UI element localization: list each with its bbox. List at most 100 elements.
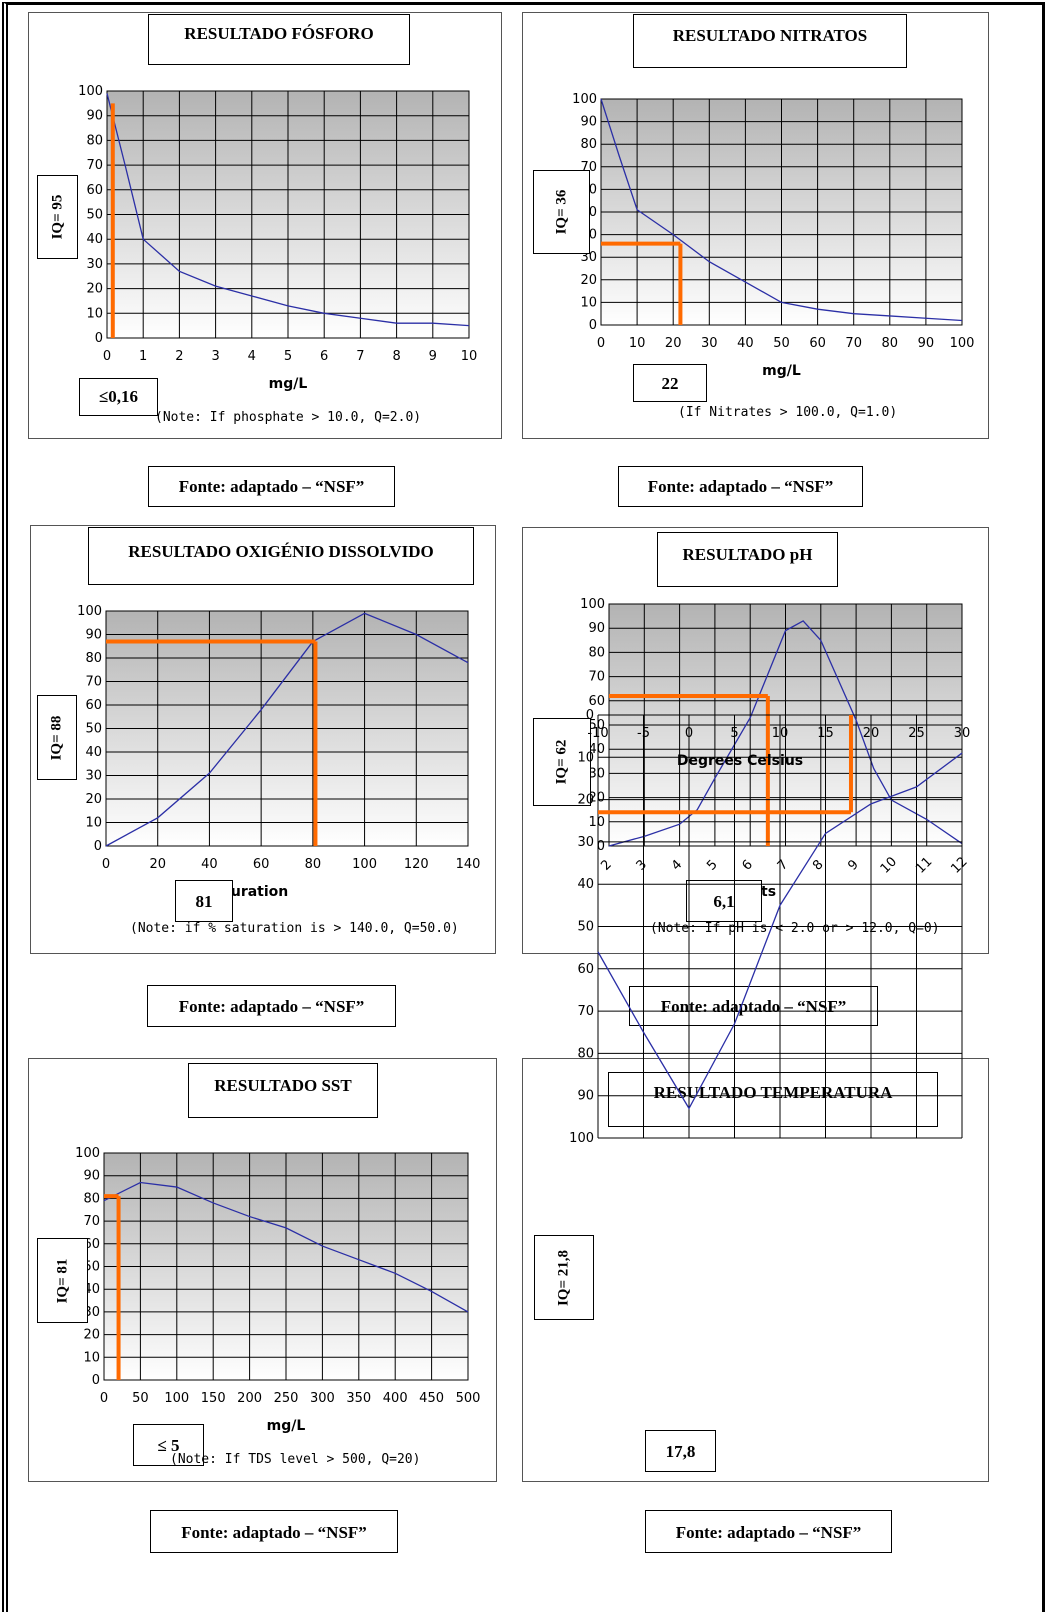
source-label-3: Fonte: adaptado – “NSF” — [147, 985, 396, 1027]
y-tick-label: 70 — [83, 1214, 100, 1229]
y-tick-label: 60 — [85, 698, 102, 713]
x-tick-label: 150 — [201, 1391, 226, 1406]
chart-title-ph: RESULTADO pH — [657, 532, 838, 587]
x-tick-label: 500 — [456, 1391, 481, 1406]
y-tick-label: 70 — [85, 675, 102, 690]
chart-note-ph: (Note: If pH is < 2.0 or > 12.0, Q=0) — [650, 921, 940, 936]
y-tick-label: 10 — [580, 295, 597, 310]
x-tick-label: 2 — [175, 349, 183, 364]
y-tick-label: 100 — [569, 1131, 594, 1146]
chart-note-fosforo: (Note: If phosphate > 10.0, Q=2.0) — [155, 410, 422, 425]
x-tick-label: 3 — [211, 349, 219, 364]
x-tick-label: 5 — [284, 349, 292, 364]
series-line — [105, 612, 469, 847]
x-tick-label: 7 — [356, 349, 364, 364]
y-tick-label: 0 — [586, 708, 594, 723]
y-tick-label: 20 — [577, 793, 594, 808]
x-tick-label: 6 — [320, 349, 328, 364]
x-tick-label: 0 — [685, 726, 693, 741]
iq-text-temperatura: IQ= 21,8 — [555, 1249, 572, 1306]
y-tick-label: 10 — [83, 1350, 100, 1365]
x-tick-label: 450 — [419, 1391, 444, 1406]
y-tick-label: 70 — [86, 158, 103, 173]
source-label-2: Fonte: adaptado – “NSF” — [618, 466, 863, 507]
x-tick-label: -10 — [587, 726, 608, 741]
chart-title-fosforo: RESULTADO FÓSFORO — [148, 14, 410, 65]
x-tick-label: 40 — [201, 857, 218, 872]
x-tick-label: 50 — [132, 1391, 149, 1406]
x-tick-label: 25 — [908, 726, 925, 741]
x-tick-label: 20 — [665, 336, 682, 351]
source-label-6: Fonte: adaptado – “NSF” — [645, 1510, 892, 1553]
y-tick-label: 40 — [588, 742, 605, 757]
x-tick-label: 9 — [429, 349, 437, 364]
y-tick-label: 0 — [94, 839, 102, 854]
y-tick-label: 40 — [85, 745, 102, 760]
y-tick-label: 40 — [577, 877, 594, 892]
x-tick-label: 50 — [773, 336, 790, 351]
x-tick-label: 0 — [597, 336, 605, 351]
x-tick-label: 300 — [310, 1391, 335, 1406]
x-tick-label: 5 — [730, 726, 738, 741]
iq-label-sst: IQ= 81 — [37, 1238, 88, 1323]
y-tick-label: 60 — [577, 962, 594, 977]
x-tick-label: 15 — [817, 726, 834, 741]
chart-panel-temperatura — [522, 1058, 989, 1482]
y-tick-label: 100 — [75, 1146, 100, 1161]
y-tick-label: 60 — [86, 183, 103, 198]
y-tick-label: 50 — [85, 722, 102, 737]
x-tick-label: 80 — [305, 857, 322, 872]
x-tick-label: 10 — [629, 336, 646, 351]
chart-title-temperatura: RESULTADO TEMPERATURA — [608, 1072, 938, 1127]
series-line — [103, 1181, 469, 1313]
y-tick-label: 90 — [83, 1169, 100, 1184]
x-tick-label: 200 — [237, 1391, 262, 1406]
source-label-1: Fonte: adaptado – “NSF” — [148, 466, 395, 507]
iq-label-fosforo: IQ= 95 — [37, 175, 78, 259]
y-tick-label: 80 — [580, 137, 597, 152]
y-tick-label: 10 — [577, 750, 594, 765]
y-tick-label: 0 — [597, 839, 605, 854]
y-tick-label: 90 — [577, 1089, 594, 1104]
y-tick-label: 20 — [83, 1328, 100, 1343]
chart-note-oxigenio: (Note: if % saturation is > 140.0, Q=50.… — [130, 921, 459, 936]
x-tick-label: 100 — [352, 857, 377, 872]
series-line — [608, 620, 963, 847]
y-tick-label: 30 — [588, 766, 605, 781]
value-label-sst: ≤ 5 — [133, 1424, 204, 1466]
x-tick-label: 1 — [139, 349, 147, 364]
x-tick-label: 10 — [461, 349, 478, 364]
y-tick-label: 0 — [589, 318, 597, 333]
x-axis-title: mg/L — [762, 363, 801, 379]
y-tick-label: 80 — [86, 133, 103, 148]
y-tick-label: 20 — [85, 792, 102, 807]
x-tick-label: 0 — [102, 857, 110, 872]
x-tick-label: 4 — [248, 349, 256, 364]
x-tick-label: 250 — [274, 1391, 299, 1406]
chart-title-sst: RESULTADO SST — [188, 1063, 378, 1118]
x-tick-label: 8 — [392, 349, 400, 364]
x-tick-label: 120 — [404, 857, 429, 872]
y-tick-label: 90 — [580, 115, 597, 130]
iq-label-nitratos: IQ= 36 — [533, 170, 590, 254]
x-tick-label: 60 — [253, 857, 270, 872]
x-tick-label: 100 — [950, 336, 975, 351]
value-label-nitratos: 22 — [633, 364, 707, 402]
iq-label-temperatura: IQ= 21,8 — [534, 1235, 594, 1320]
x-axis-title: Degrees Celsius — [677, 753, 803, 769]
y-tick-label: 90 — [588, 621, 605, 636]
y-tick-label: 50 — [588, 718, 605, 733]
chart-note-nitratos: (If Nitrates > 100.0, Q=1.0) — [678, 405, 898, 420]
y-tick-label: 30 — [86, 257, 103, 272]
series-line — [106, 93, 470, 327]
x-tick-label: 30 — [954, 726, 971, 741]
series-line — [600, 98, 963, 322]
y-tick-label: 20 — [86, 282, 103, 297]
y-tick-label: 10 — [85, 816, 102, 831]
x-tick-label: -5 — [637, 726, 650, 741]
y-tick-label: 80 — [83, 1191, 100, 1206]
x-tick-label: 70 — [845, 336, 862, 351]
